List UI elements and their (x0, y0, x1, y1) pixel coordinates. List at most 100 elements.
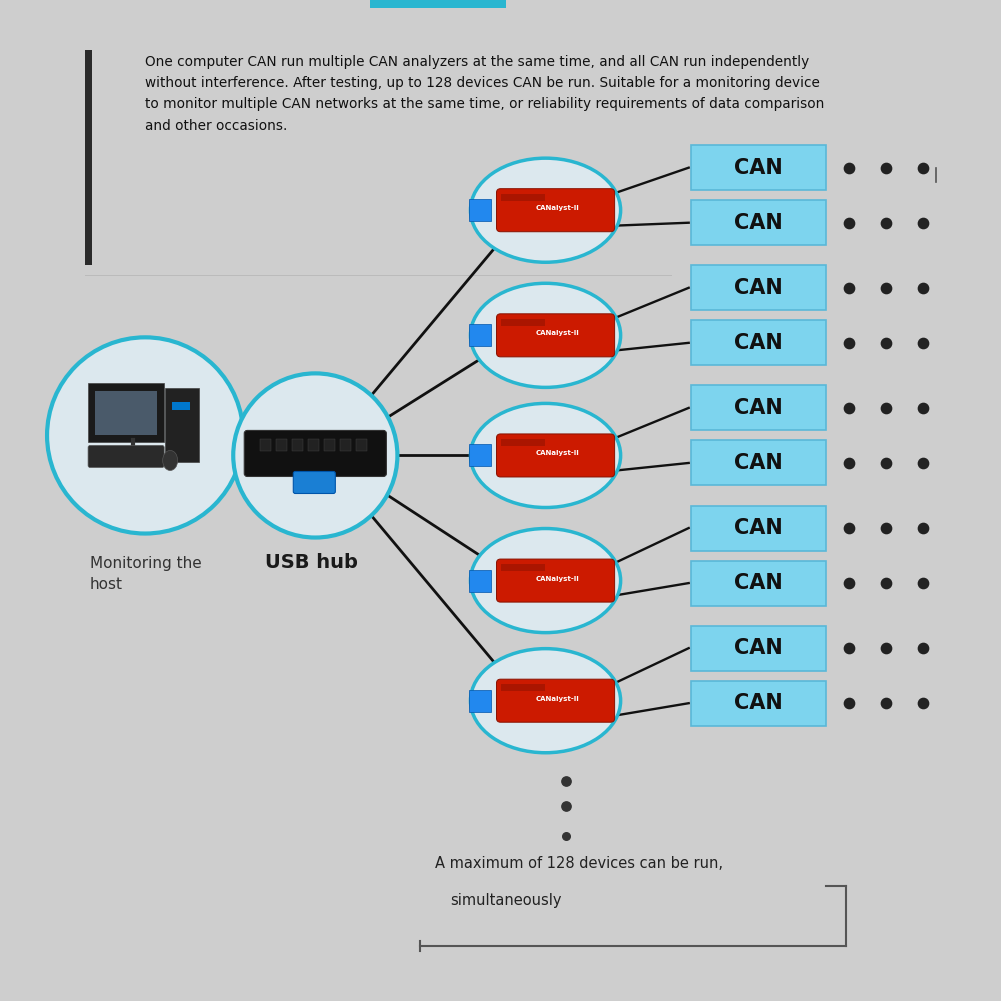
Ellipse shape (162, 450, 178, 470)
Point (878, 400, 894, 416)
FancyBboxPatch shape (496, 188, 615, 231)
FancyBboxPatch shape (500, 685, 545, 691)
FancyBboxPatch shape (500, 194, 545, 200)
FancyBboxPatch shape (469, 199, 491, 221)
FancyBboxPatch shape (469, 444, 491, 466)
Point (878, 280, 894, 296)
FancyBboxPatch shape (88, 445, 164, 467)
Point (878, 521, 894, 537)
Point (878, 575, 894, 591)
Point (878, 695, 894, 711)
Text: simultaneously: simultaneously (450, 893, 562, 908)
Point (841, 454, 857, 471)
FancyBboxPatch shape (691, 440, 826, 485)
Text: CAN: CAN (734, 453, 783, 472)
FancyBboxPatch shape (691, 626, 826, 671)
FancyBboxPatch shape (500, 318, 545, 326)
FancyBboxPatch shape (691, 561, 826, 606)
Text: CAN: CAN (734, 213, 783, 232)
Point (841, 334, 857, 351)
Point (915, 521, 931, 537)
FancyBboxPatch shape (95, 391, 157, 435)
FancyBboxPatch shape (244, 430, 386, 476)
Point (878, 454, 894, 471)
FancyBboxPatch shape (691, 320, 826, 365)
Text: Monitoring the
host: Monitoring the host (90, 556, 202, 592)
Point (878, 215, 894, 231)
Point (915, 695, 931, 711)
Bar (85, 50, 92, 265)
Point (841, 400, 857, 416)
Ellipse shape (470, 649, 621, 753)
Text: A maximum of 128 devices can be run,: A maximum of 128 devices can be run, (435, 856, 724, 871)
Point (915, 641, 931, 657)
Point (841, 215, 857, 231)
FancyBboxPatch shape (293, 471, 335, 493)
Text: CANalyst-II: CANalyst-II (536, 576, 580, 582)
Point (558, 828, 574, 844)
Circle shape (233, 373, 397, 538)
Point (915, 159, 931, 176)
FancyBboxPatch shape (88, 383, 164, 442)
FancyBboxPatch shape (691, 506, 826, 551)
Text: CAN: CAN (734, 278, 783, 297)
FancyBboxPatch shape (469, 690, 491, 712)
FancyBboxPatch shape (691, 265, 826, 310)
Ellipse shape (470, 158, 621, 262)
Text: CAN: CAN (734, 519, 783, 538)
FancyBboxPatch shape (496, 559, 615, 603)
Point (841, 280, 857, 296)
FancyBboxPatch shape (469, 324, 491, 346)
Point (841, 695, 857, 711)
FancyBboxPatch shape (691, 145, 826, 190)
FancyBboxPatch shape (260, 439, 271, 451)
FancyBboxPatch shape (469, 570, 491, 592)
Bar (370, 0, 506, 8)
Circle shape (47, 337, 243, 534)
FancyBboxPatch shape (292, 439, 303, 451)
Text: USB hub: USB hub (265, 553, 358, 572)
Point (558, 773, 574, 789)
FancyBboxPatch shape (172, 402, 190, 410)
FancyBboxPatch shape (691, 200, 826, 245)
Point (915, 454, 931, 471)
FancyBboxPatch shape (496, 433, 615, 476)
Point (878, 159, 894, 176)
Point (915, 400, 931, 416)
Text: CAN: CAN (734, 574, 783, 593)
Text: CAN: CAN (734, 694, 783, 713)
Ellipse shape (470, 283, 621, 387)
Text: CANalyst-II: CANalyst-II (536, 205, 580, 211)
Point (915, 575, 931, 591)
Text: CANalyst-II: CANalyst-II (536, 450, 580, 456)
FancyBboxPatch shape (691, 681, 826, 726)
FancyBboxPatch shape (356, 439, 367, 451)
Point (558, 798, 574, 814)
Text: CANalyst-II: CANalyst-II (536, 696, 580, 702)
FancyBboxPatch shape (165, 388, 199, 462)
Point (915, 334, 931, 351)
FancyBboxPatch shape (340, 439, 351, 451)
FancyBboxPatch shape (500, 565, 545, 571)
Point (915, 215, 931, 231)
Text: CANalyst-II: CANalyst-II (536, 330, 580, 336)
Point (841, 641, 857, 657)
FancyBboxPatch shape (691, 385, 826, 430)
Text: CAN: CAN (734, 639, 783, 658)
Point (841, 521, 857, 537)
Text: CAN: CAN (734, 398, 783, 417)
FancyBboxPatch shape (308, 439, 319, 451)
FancyBboxPatch shape (276, 439, 287, 451)
FancyBboxPatch shape (496, 680, 615, 723)
Point (878, 334, 894, 351)
Point (841, 575, 857, 591)
FancyBboxPatch shape (496, 313, 615, 356)
Ellipse shape (470, 529, 621, 633)
Point (878, 641, 894, 657)
FancyBboxPatch shape (500, 438, 545, 446)
Text: CAN: CAN (734, 333, 783, 352)
FancyBboxPatch shape (324, 439, 335, 451)
Point (915, 280, 931, 296)
Ellipse shape (470, 403, 621, 508)
Text: One computer CAN run multiple CAN analyzers at the same time, and all CAN run in: One computer CAN run multiple CAN analyz… (145, 55, 825, 132)
